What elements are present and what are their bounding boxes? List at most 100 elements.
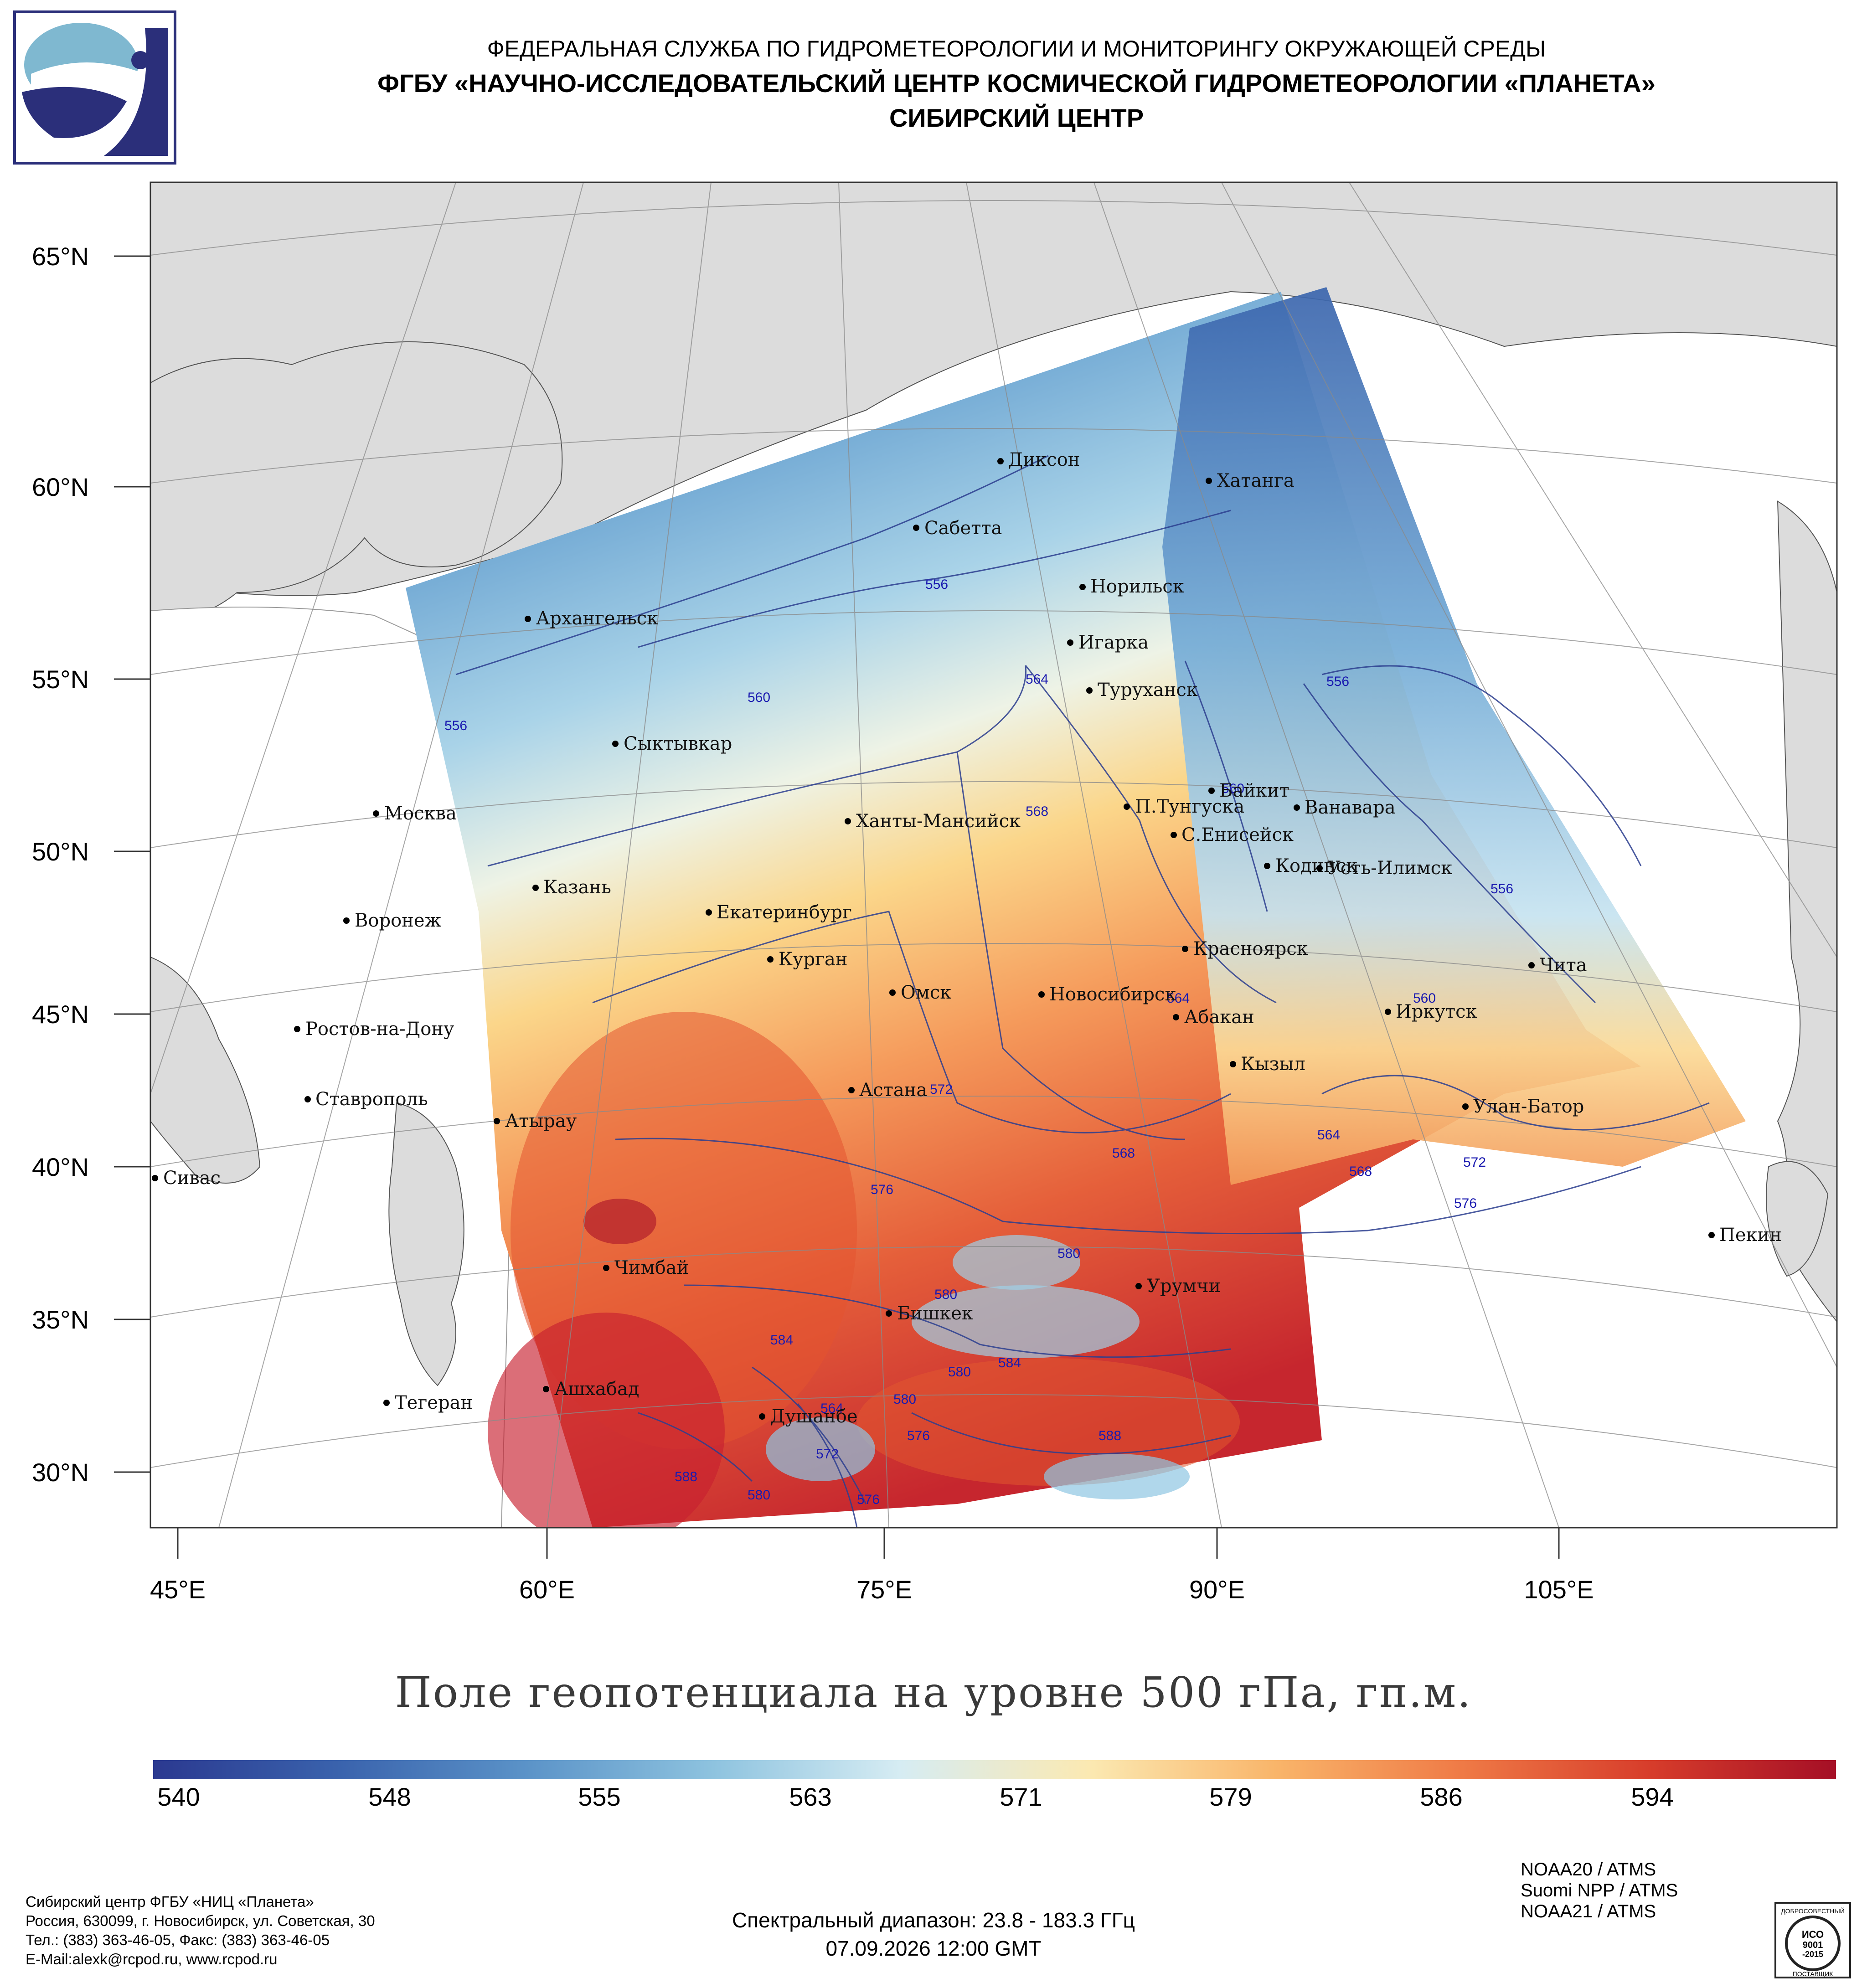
legend-title: Поле геопотенциала на уровне 500 гПа, гп… bbox=[395, 1668, 1472, 1717]
satellite-line: NOAA21 / ATMS bbox=[1521, 1901, 1656, 1921]
svg-text:ДОБРОСОВЕСТНЫЙ: ДОБРОСОВЕСТНЫЙ bbox=[1781, 1907, 1845, 1915]
contour-label: 572 bbox=[1463, 1155, 1486, 1170]
colorbar-tick: 594 bbox=[1631, 1782, 1674, 1811]
contour-label: 588 bbox=[675, 1469, 697, 1484]
svg-text:Урумчи: Урумчи bbox=[1147, 1276, 1221, 1297]
map-frame bbox=[150, 181, 1838, 1529]
lat-label: 35°N bbox=[32, 1305, 89, 1334]
city-kurgan: Курган bbox=[767, 949, 848, 970]
city-labels: Диксон Хатанга Сабетта Норильск Архангел… bbox=[152, 449, 1782, 1427]
lat-label: 30°N bbox=[32, 1458, 89, 1487]
svg-text:Чита: Чита bbox=[1540, 955, 1587, 976]
svg-text:Игарка: Игарка bbox=[1078, 632, 1149, 653]
contour-label: 576 bbox=[871, 1182, 893, 1197]
svg-text:Москва: Москва bbox=[384, 803, 457, 824]
svg-text:Хатанга: Хатанга bbox=[1217, 470, 1295, 491]
lat-label: 55°N bbox=[32, 665, 89, 694]
svg-text:Ростов-на-Дону: Ростов-на-Дону bbox=[305, 1019, 454, 1040]
svg-text:Норильск: Норильск bbox=[1090, 576, 1184, 597]
contour-label: 568 bbox=[1349, 1164, 1372, 1179]
colorbar-tick: 548 bbox=[368, 1782, 411, 1811]
svg-text:Пекин: Пекин bbox=[1719, 1225, 1782, 1246]
contour-label: 580 bbox=[748, 1488, 770, 1503]
lat-label: 45°N bbox=[32, 1000, 89, 1029]
city-astana: Астана bbox=[848, 1080, 927, 1101]
contour-label: 576 bbox=[907, 1428, 930, 1443]
contour-label: 584 bbox=[998, 1355, 1021, 1370]
contour-label: 560 bbox=[1413, 991, 1436, 1006]
org-line: Россия, 630099, г. Новосибирск, ул. Сове… bbox=[26, 1912, 375, 1929]
city-stavropol: Ставрополь bbox=[304, 1089, 428, 1110]
city-baykit: Байкит bbox=[1208, 780, 1289, 801]
contour-label: 564 bbox=[1026, 672, 1048, 687]
contour-label: 556 bbox=[1491, 881, 1513, 896]
svg-text:Екатеринбург: Екатеринбург bbox=[717, 902, 852, 923]
svg-text:Абакан: Абакан bbox=[1184, 1007, 1254, 1028]
city-bishkek: Бишкек bbox=[886, 1303, 973, 1324]
spectral-range: Спектральный диапазон: 23.8 - 183.3 ГГц bbox=[732, 1908, 1135, 1932]
contour-label: 556 bbox=[444, 718, 467, 733]
city-tehran: Тегеран bbox=[383, 1392, 473, 1413]
svg-text:Ханты-Мансийск: Ханты-Мансийск bbox=[856, 811, 1021, 832]
city-khanty-mansiysk: Ханты-Мансийск bbox=[845, 811, 1021, 832]
city-igarka: Игарка bbox=[1067, 632, 1149, 653]
svg-text:Кызыл: Кызыл bbox=[1241, 1054, 1305, 1075]
contour-label: 580 bbox=[948, 1365, 971, 1380]
org-line: E-Mail:alexk@rcpod.ru, www.rcpod.ru bbox=[26, 1951, 278, 1967]
svg-text:ИСО: ИСО bbox=[1802, 1929, 1824, 1940]
satellite-line: NOAA20 / ATMS bbox=[1521, 1859, 1656, 1880]
city-atyrau: Атырау bbox=[494, 1111, 577, 1132]
lon-ticks bbox=[177, 1528, 1560, 1559]
org-line: Сибирский центр ФГБУ «НИЦ «Планета» bbox=[26, 1893, 314, 1910]
colorbar-tick: 563 bbox=[789, 1782, 832, 1811]
contour-label: 556 bbox=[1326, 674, 1349, 689]
svg-text:Диксон: Диксон bbox=[1008, 449, 1080, 470]
city-syktyvkar: Сыктывкар bbox=[612, 733, 732, 754]
city-kyzyl: Кызыл bbox=[1230, 1054, 1305, 1075]
contour-label: 580 bbox=[934, 1287, 957, 1302]
lat-label: 65°N bbox=[32, 242, 89, 271]
city-krasnoyarsk: Красноярск bbox=[1182, 938, 1308, 959]
svg-text:Сыктывкар: Сыктывкар bbox=[624, 733, 732, 754]
planeta-logo bbox=[13, 10, 176, 165]
contour-label: 568 bbox=[1112, 1146, 1135, 1161]
city-chimbay: Чимбай bbox=[603, 1257, 689, 1278]
svg-text:Курган: Курган bbox=[779, 949, 848, 970]
contour-label: 584 bbox=[770, 1333, 793, 1348]
header-center: СИБИРСКИЙ ЦЕНТР bbox=[889, 103, 1144, 132]
svg-text:Ставрополь: Ставрополь bbox=[315, 1089, 428, 1110]
contour-label: 564 bbox=[1167, 991, 1190, 1006]
swath-east bbox=[1162, 287, 1746, 1185]
svg-text:Воронеж: Воронеж bbox=[355, 910, 441, 931]
contour-labels: 556 560 556 564 556 568 560 556 560 564 … bbox=[444, 577, 1513, 1507]
arctic-land bbox=[150, 182, 1837, 596]
svg-text:Душанбе: Душанбе bbox=[770, 1406, 858, 1427]
city-ekaterinburg: Екатеринбург bbox=[706, 902, 852, 923]
city-sivas: Сивас bbox=[152, 1168, 221, 1189]
lat-label: 50°N bbox=[32, 837, 89, 866]
svg-text:Ванавара: Ванавара bbox=[1305, 797, 1396, 818]
contour-label: 564 bbox=[1317, 1128, 1340, 1143]
svg-text:Астана: Астана bbox=[859, 1080, 927, 1101]
svg-text:Атырау: Атырау bbox=[505, 1111, 577, 1132]
graticule bbox=[150, 182, 1837, 1528]
city-beijing: Пекин bbox=[1708, 1225, 1782, 1246]
contour-label: 576 bbox=[857, 1492, 880, 1507]
city-dushanbe: Душанбе bbox=[759, 1406, 858, 1427]
svg-text:Архангельск: Архангельск bbox=[536, 608, 658, 629]
svg-text:Ашхабад: Ашхабад bbox=[554, 1379, 639, 1400]
svg-text:Красноярск: Красноярск bbox=[1193, 938, 1308, 959]
geopotential-map: 556 560 556 564 556 568 560 556 560 564 … bbox=[114, 181, 1838, 1559]
city-s-eniseysk: С.Енисейск bbox=[1171, 824, 1294, 845]
lat-label: 60°N bbox=[32, 473, 89, 501]
city-dikson: Диксон bbox=[997, 449, 1080, 470]
svg-text:Сабетта: Сабетта bbox=[924, 518, 1002, 539]
svg-text:Тегеран: Тегеран bbox=[395, 1392, 473, 1413]
city-sabetta: Сабетта bbox=[913, 518, 1002, 539]
city-rostov-na-donu: Ростов-на-Дону bbox=[294, 1019, 454, 1040]
iso-badge: ДОБРОСОВЕСТНЫЙ ИСО 9001 -2015 ПОСТАВЩИК bbox=[1774, 1902, 1851, 1978]
city-ulan-bator: Улан-Батор bbox=[1462, 1096, 1584, 1117]
city-ashgabat: Ашхабад bbox=[543, 1379, 639, 1400]
svg-text:Байкит: Байкит bbox=[1219, 780, 1289, 801]
svg-text:-2015: -2015 bbox=[1802, 1950, 1823, 1959]
